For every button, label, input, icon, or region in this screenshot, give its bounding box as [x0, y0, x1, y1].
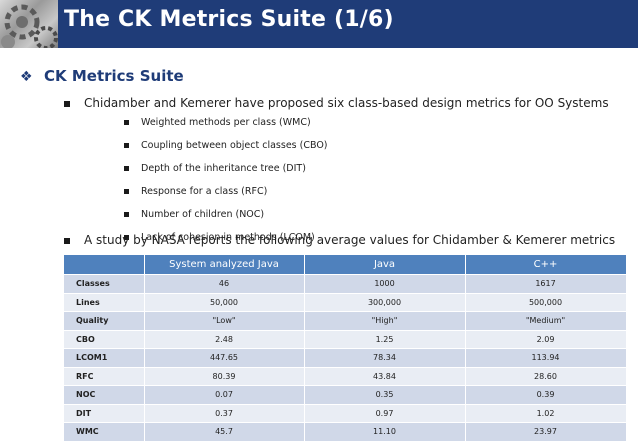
- table-cell: 1617: [465, 274, 627, 293]
- table-row: Lines 50,000 300,000 500,000: [64, 292, 627, 312]
- table-header-cell: Java: [304, 255, 466, 275]
- row-label: RFC: [64, 366, 145, 386]
- table-row: WMC 45.7 11.10 23.97: [64, 422, 627, 441]
- diamond-bullet-icon: ❖: [20, 69, 33, 85]
- square-bullet-icon: [124, 212, 129, 217]
- metric-item-cbo: Coupling between object classes (CBO): [124, 140, 328, 151]
- section-heading: ❖ CK Metrics Suite: [20, 67, 184, 85]
- row-label: Classes: [64, 274, 145, 293]
- table-cell: 1.02: [465, 403, 627, 423]
- row-label: CBO: [64, 329, 145, 349]
- metric-item-dit: Depth of the inheritance tree (DIT): [124, 163, 306, 174]
- metrics-table: System analyzed Java Java C++ Classes 46…: [64, 255, 627, 441]
- table-cell: 0.39: [465, 385, 627, 404]
- intro-bullet: Chidamber and Kemerer have proposed six …: [64, 96, 609, 110]
- gear-icon: [1, 4, 58, 48]
- metric-item-text: Weighted methods per class (WMC): [141, 117, 311, 128]
- title-bar: The CK Metrics Suite (1/6): [0, 0, 638, 48]
- metric-item-lcom: Lack of cohesion in methods (LCOM): [124, 232, 315, 243]
- table-cell: 500,000: [465, 292, 627, 312]
- square-bullet-icon: [64, 237, 70, 244]
- row-label: WMC: [64, 422, 145, 441]
- row-label: LCOM1: [64, 348, 145, 367]
- table-cell: 0.35: [304, 385, 466, 404]
- table-row: NOC 0.07 0.35 0.39: [64, 385, 627, 404]
- table-cell: "High": [304, 311, 466, 330]
- table-cell: "Medium": [465, 311, 627, 330]
- intro-bullet-text: Chidamber and Kemerer have proposed six …: [84, 96, 609, 110]
- metric-item-text: Lack of cohesion in methods (LCOM): [141, 232, 315, 243]
- table-cell: 23.97: [465, 422, 627, 441]
- square-bullet-icon: [124, 143, 129, 148]
- table-header-cell: System analyzed Java: [144, 255, 305, 275]
- table-row: Classes 46 1000 1617: [64, 274, 627, 293]
- table-row: CBO 2.48 1.25 2.09: [64, 329, 627, 349]
- row-label: Lines: [64, 292, 145, 312]
- table-cell: "Low": [144, 311, 305, 330]
- square-bullet-icon: [124, 120, 129, 125]
- square-bullet-icon: [124, 189, 129, 194]
- table-cell: 28.60: [465, 366, 627, 386]
- table-cell: 2.09: [465, 329, 627, 349]
- metric-item-rfc: Response for a class (RFC): [124, 186, 267, 197]
- row-label: DIT: [64, 403, 145, 423]
- study-bullet-text: A study by NASA reports the following av…: [84, 233, 616, 247]
- slide-title: The CK Metrics Suite (1/6): [64, 7, 394, 32]
- section-heading-text: CK Metrics Suite: [44, 67, 184, 85]
- metric-item-text: Number of children (NOC): [141, 209, 265, 220]
- table-row: LCOM1 447.65 78.34 113.94: [64, 348, 627, 367]
- square-bullet-icon: [124, 235, 129, 240]
- table-cell: 46: [144, 274, 305, 293]
- table-header-cell: C++: [465, 255, 627, 275]
- square-bullet-icon: [64, 100, 70, 107]
- metric-item-noc: Number of children (NOC): [124, 209, 264, 220]
- metric-item-text: Response for a class (RFC): [141, 186, 268, 197]
- study-bullet: A study by NASA reports the following av…: [64, 233, 615, 247]
- table-cell: 1.25: [304, 329, 466, 349]
- table-cell: 0.97: [304, 403, 466, 423]
- row-label: NOC: [64, 385, 145, 404]
- table-cell: 447.65: [144, 348, 305, 367]
- table-cell: 43.84: [304, 366, 466, 386]
- metric-item-wmc: Weighted methods per class (WMC): [124, 117, 311, 128]
- table-cell: 300,000: [304, 292, 466, 312]
- square-bullet-icon: [124, 166, 129, 171]
- table-cell: 80.39: [144, 366, 305, 386]
- table-row: RFC 80.39 43.84 28.60: [64, 366, 627, 386]
- metric-item-text: Coupling between object classes (CBO): [141, 140, 328, 151]
- table-header-cell: [64, 255, 145, 275]
- table-cell: 50,000: [144, 292, 305, 312]
- table-row: Quality "Low" "High" "Medium": [64, 311, 627, 330]
- metric-item-text: Depth of the inheritance tree (DIT): [141, 163, 306, 174]
- table-cell: 1000: [304, 274, 466, 293]
- gear-logo-image: [0, 0, 58, 48]
- table-cell: 45.7: [144, 422, 305, 441]
- table-row: DIT 0.37 0.97 1.02: [64, 403, 627, 423]
- table-cell: 113.94: [465, 348, 627, 367]
- table-header-row: System analyzed Java Java C++: [64, 255, 627, 275]
- table-cell: 0.37: [144, 403, 305, 423]
- row-label: Quality: [64, 311, 145, 330]
- table-cell: 2.48: [144, 329, 305, 349]
- table-cell: 11.10: [304, 422, 466, 441]
- table-cell: 0.07: [144, 385, 305, 404]
- table-cell: 78.34: [304, 348, 466, 367]
